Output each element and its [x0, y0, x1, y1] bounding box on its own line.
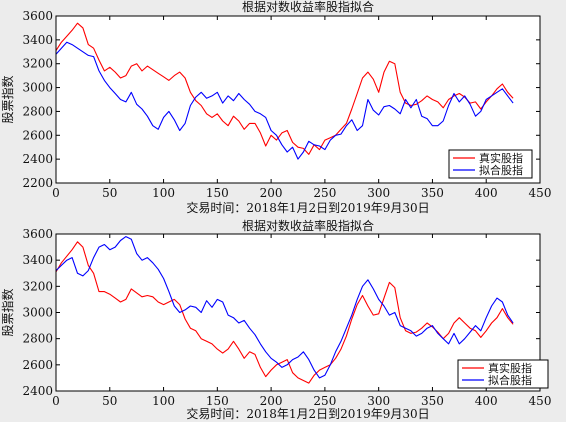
x-tick-label: 100: [152, 394, 175, 408]
x-tick-label: 450: [529, 186, 552, 200]
legend-entry: 真实股指: [488, 361, 532, 375]
axes-frame: [55, 15, 541, 184]
y-tick-label: 2400: [22, 384, 53, 398]
y-tick-label: 2800: [22, 332, 53, 346]
x-axis-label: 交易时间：2018年1月2日到2019年9月30日: [186, 406, 429, 421]
y-tick-label: 2200: [22, 176, 53, 190]
legend-box: [448, 149, 533, 179]
x-tick-label: 400: [475, 186, 498, 200]
x-tick-label: 150: [206, 186, 229, 200]
x-tick-label: 250: [313, 186, 336, 200]
y-tick-label: 2800: [22, 104, 53, 118]
x-tick-label: 0: [52, 186, 60, 200]
y-tick-label: 3000: [22, 81, 53, 95]
series-line-fitted-index: [55, 41, 514, 160]
x-tick-label: 200: [260, 394, 283, 408]
chart-title: 根据对数收益率股指拟合: [242, 218, 374, 233]
x-tick-label: 250: [313, 394, 336, 408]
y-tick-label: 3200: [22, 57, 53, 71]
x-tick-label: 200: [260, 186, 283, 200]
chart-title: 根据对数收益率股指拟合: [242, 0, 374, 14]
x-tick-label: 350: [421, 186, 444, 200]
x-tick-label: 300: [367, 394, 390, 408]
y-axis-label: 股票指数: [0, 75, 15, 123]
series-line-fitted-index: [55, 236, 514, 379]
x-tick-label: 50: [102, 186, 117, 200]
x-tick-label: 350: [421, 394, 444, 408]
x-tick-label: 100: [152, 186, 175, 200]
x-tick-label: 300: [367, 186, 390, 200]
y-tick-label: 3600: [22, 227, 53, 241]
x-tick-label: 450: [529, 394, 552, 408]
x-tick-label: 400: [475, 394, 498, 408]
series-line-real-index: [55, 22, 514, 155]
y-tick-label: 3400: [22, 253, 53, 267]
x-tick-label: 50: [102, 394, 117, 408]
y-tick-label: 2600: [22, 358, 53, 372]
x-axis-label: 交易时间：2018年1月2日到2019年9月30日: [186, 200, 429, 215]
legend-entry: 拟合股指: [488, 373, 532, 387]
legend-entry: 拟合股指: [479, 163, 523, 177]
legend-entry: 真实股指: [479, 151, 523, 165]
y-tick-label: 3400: [22, 33, 53, 47]
x-tick-label: 150: [206, 394, 229, 408]
legend-box: [457, 359, 549, 389]
chart-top: 0 50 100 150 200 250 300 350 400 450 2200 2400 2600 2…: [0, 0, 551, 215]
y-tick-label: 3200: [22, 279, 53, 293]
y-tick-label: 3600: [22, 9, 53, 23]
y-tick-label: 2600: [22, 128, 53, 142]
y-tick-label: 3000: [22, 306, 53, 320]
chart-bottom: 0 50 100 150 200 250 300 350 400 450 2400 2600 2800 3…: [0, 218, 551, 421]
y-axis-label: 股票指数: [0, 288, 15, 336]
x-tick-label: 0: [52, 394, 60, 408]
y-tick-label: 2400: [22, 152, 53, 166]
